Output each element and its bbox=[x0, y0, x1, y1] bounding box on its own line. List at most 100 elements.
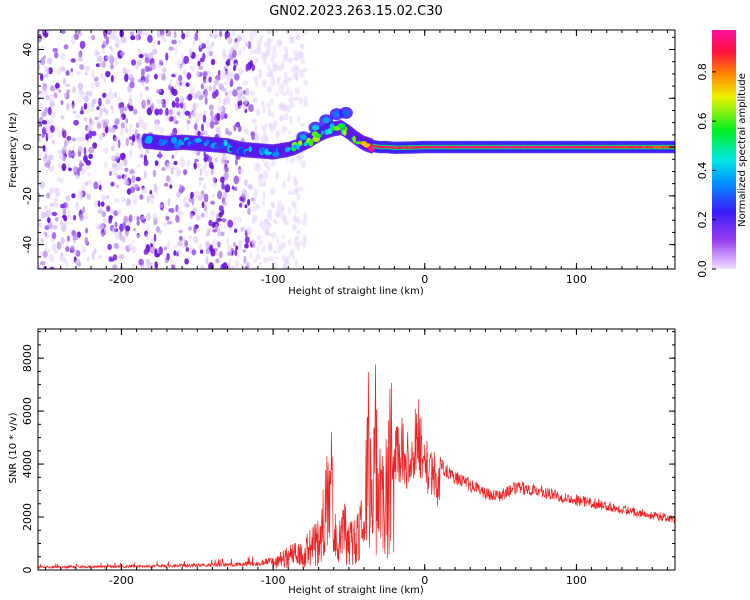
noise-cell bbox=[39, 102, 43, 110]
noise-cell bbox=[272, 45, 277, 52]
noise-cell bbox=[211, 164, 214, 170]
noise-cell bbox=[263, 219, 269, 226]
upper-branch-cell bbox=[342, 109, 350, 116]
noise-cell bbox=[279, 101, 286, 109]
noise-cell bbox=[72, 165, 77, 173]
noise-cell bbox=[204, 97, 208, 105]
noise-cell bbox=[157, 72, 164, 78]
noise-cell bbox=[73, 232, 78, 239]
noise-cell bbox=[293, 96, 299, 102]
noise-cell bbox=[83, 147, 87, 156]
noise-cell bbox=[252, 50, 256, 54]
noise-cell bbox=[225, 128, 229, 135]
noise-cell bbox=[83, 117, 87, 122]
noise-cell bbox=[296, 244, 301, 252]
trace-core bbox=[439, 145, 441, 149]
noise-cell bbox=[289, 102, 295, 109]
noise-cell bbox=[77, 145, 83, 153]
trace-core bbox=[620, 145, 623, 149]
noise-cell bbox=[136, 234, 142, 239]
noise-cell bbox=[149, 194, 155, 200]
colorbar-tick-label: 0.6 bbox=[696, 112, 709, 130]
noise-cell bbox=[203, 193, 209, 203]
trace-core bbox=[497, 145, 500, 149]
noise-cell bbox=[126, 197, 131, 204]
noise-cell bbox=[184, 258, 189, 265]
noise-cell bbox=[290, 248, 295, 256]
noise-cell bbox=[242, 103, 247, 112]
trace-core bbox=[611, 145, 613, 149]
noise-cell bbox=[94, 116, 99, 121]
noise-cell bbox=[46, 248, 51, 253]
noise-cell bbox=[130, 141, 135, 146]
noise-cell bbox=[214, 79, 219, 86]
y-tick-label: 0 bbox=[21, 144, 34, 151]
trace-core bbox=[549, 145, 552, 149]
noise-cell bbox=[263, 170, 269, 177]
trace-core bbox=[574, 145, 576, 149]
noise-cell bbox=[212, 169, 215, 176]
noise-cell bbox=[181, 244, 186, 249]
trace-core bbox=[531, 145, 534, 149]
trace-core bbox=[408, 146, 411, 149]
noise-cell bbox=[161, 166, 166, 172]
colorbar-ticks: 0.0 0.2 0.4 0.6 0.8 bbox=[696, 63, 716, 278]
trace-core bbox=[533, 145, 536, 149]
trace-core bbox=[618, 145, 621, 149]
noise-cell bbox=[253, 162, 259, 171]
noise-cell bbox=[238, 202, 243, 208]
noise-cell bbox=[284, 258, 289, 264]
trace-core bbox=[436, 145, 438, 149]
trace-core bbox=[665, 145, 667, 149]
trace-core bbox=[640, 145, 642, 149]
noise-cell bbox=[105, 98, 111, 105]
noise-cell bbox=[169, 92, 173, 99]
noise-cell bbox=[39, 261, 46, 266]
noise-cell bbox=[295, 73, 299, 82]
noise-cell bbox=[154, 248, 158, 256]
trace-core bbox=[535, 145, 538, 149]
noise-cell bbox=[299, 96, 303, 105]
noise-cell bbox=[104, 109, 109, 116]
noise-cell bbox=[79, 213, 84, 221]
noise-cell bbox=[226, 237, 230, 246]
trace-core bbox=[658, 145, 660, 149]
noise-cell bbox=[152, 169, 157, 178]
trace-core bbox=[490, 145, 492, 149]
noise-cell bbox=[84, 72, 88, 76]
noise-cell bbox=[270, 97, 274, 105]
trace-core bbox=[475, 145, 477, 149]
noise-cell bbox=[111, 107, 115, 115]
noise-cell bbox=[103, 228, 109, 234]
noise-cell bbox=[93, 181, 99, 190]
noise-cell bbox=[179, 184, 182, 191]
trace-core bbox=[482, 145, 485, 149]
noise-cell bbox=[266, 30, 272, 35]
noise-cell bbox=[141, 79, 145, 86]
noise-cell bbox=[174, 102, 180, 108]
noise-cell bbox=[178, 235, 183, 242]
noise-cell bbox=[253, 75, 259, 82]
trace-core bbox=[637, 145, 640, 149]
trace-core bbox=[431, 145, 434, 149]
trace-core bbox=[454, 145, 456, 149]
noise-cell bbox=[274, 256, 279, 261]
trace-core bbox=[406, 146, 408, 149]
noise-cell bbox=[180, 159, 186, 168]
trace-core bbox=[455, 145, 457, 149]
noise-cell bbox=[269, 124, 276, 133]
noise-cell bbox=[74, 33, 79, 40]
noise-cell bbox=[114, 152, 120, 160]
noise-cell bbox=[293, 56, 299, 61]
trace-core bbox=[592, 145, 594, 149]
trace-core bbox=[342, 129, 347, 136]
noise-cell bbox=[281, 126, 285, 135]
noise-cell bbox=[263, 57, 267, 65]
noise-cell bbox=[50, 125, 55, 133]
noise-cell bbox=[143, 248, 149, 255]
trace-core bbox=[521, 145, 523, 149]
trace-core bbox=[388, 146, 390, 149]
noise-cell bbox=[109, 30, 114, 37]
